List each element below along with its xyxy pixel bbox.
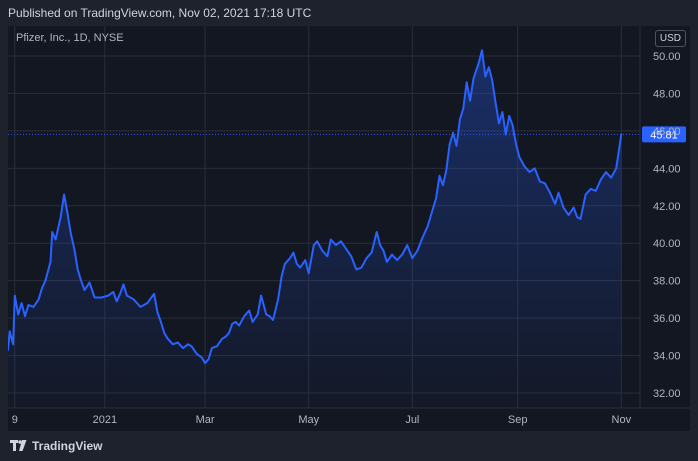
y-tick-label: 40.00 [653, 238, 681, 250]
y-tick-label: 42.00 [653, 201, 681, 213]
currency-button[interactable]: USD [654, 30, 686, 47]
y-tick-label: 46.00 [653, 126, 681, 138]
y-tick-label: 44.00 [653, 163, 681, 175]
footer-brand: TradingView [10, 437, 102, 455]
x-tick-label: Jul [405, 414, 419, 426]
y-axis: 32.00 34.00 36.00 38.00 40.00 42.00 44.00 46.00… [653, 51, 681, 400]
symbol-title: Pfizer, Inc., 1D, NYSE [16, 32, 124, 44]
footer-brand-text: TradingView [32, 439, 103, 453]
price-chart[interactable]: 45.81 32.00 34.00 36.00 38.00 40.00 42.00 44.0… [8, 26, 690, 431]
series-line [8, 49, 623, 365]
y-tick-label: 36.00 [653, 313, 681, 325]
x-tick-label: Mar [196, 414, 215, 426]
x-axis: 9 2021 Mar May Jul Sep Nov [12, 414, 632, 426]
y-tick-label: 50.00 [653, 51, 681, 63]
series-area [8, 50, 622, 409]
x-tick-label: Nov [612, 414, 632, 426]
series-path [8, 49, 623, 365]
area-fill [8, 50, 622, 409]
tradingview-logo-icon [10, 440, 27, 451]
y-tick-label: 48.00 [653, 88, 681, 100]
current-price-label: 45.81 [650, 129, 678, 141]
current-price-badge [642, 126, 686, 143]
x-tick-label: May [298, 414, 319, 426]
y-tick-label: 34.00 [653, 351, 681, 363]
chart-panel[interactable]: 45.81 32.00 34.00 36.00 38.00 40.00 42.00 44.0… [8, 26, 690, 431]
published-caption: Published on TradingView.com, Nov 02, 20… [8, 6, 312, 20]
x-tick-label: Sep [508, 414, 528, 426]
current-price-marker: 45.81 [8, 126, 686, 143]
y-tick-label: 32.00 [653, 388, 681, 400]
x-tick-label: 9 [12, 414, 18, 426]
x-tick-label: 2021 [93, 414, 117, 426]
y-tick-label: 38.00 [653, 276, 681, 288]
